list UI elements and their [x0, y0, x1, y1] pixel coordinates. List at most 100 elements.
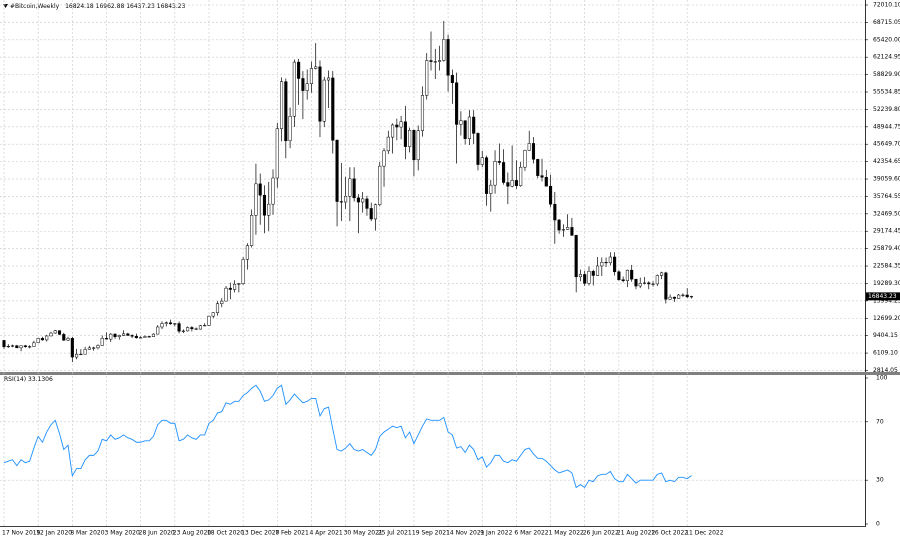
candle-body: [262, 194, 267, 216]
candle-body: [369, 208, 373, 220]
candle-body: [638, 283, 642, 287]
candle-body: [143, 336, 147, 338]
candle-body: [429, 60, 433, 62]
y-tick-label: 35764.55: [873, 193, 900, 200]
candle-body: [198, 325, 202, 330]
x-tick-label: 16 Oct 2022: [651, 530, 688, 537]
y-tick-label: 15994.25: [873, 297, 900, 304]
candle-body: [66, 338, 70, 341]
candle-body: [476, 133, 480, 165]
candle-body: [672, 296, 676, 299]
candle-body: [514, 180, 518, 186]
candle-body: [220, 300, 224, 304]
candle-body: [92, 347, 96, 349]
candle-body: [399, 121, 403, 128]
candle-body: [591, 271, 595, 276]
candle-body: [258, 183, 262, 196]
y-tick-label: 6109.10: [873, 350, 898, 357]
y-tick-label: 48944.75: [873, 123, 900, 130]
candle-body: [62, 334, 66, 341]
candle-body: [250, 215, 254, 246]
candle-body: [6, 346, 10, 348]
candle-body: [53, 330, 57, 334]
candle-body: [437, 60, 442, 62]
candle-body: [630, 269, 634, 280]
x-tick-label: 14 Nov 2021: [446, 530, 485, 537]
x-tick-label: 11 Dec 2022: [685, 530, 724, 537]
candle-body: [284, 81, 288, 142]
candle-body: [79, 353, 83, 356]
candle-body: [489, 184, 493, 194]
y-tick-label: 19289.30: [873, 280, 900, 287]
candle-body: [647, 282, 651, 285]
candle-body: [642, 282, 647, 284]
candle-body: [574, 235, 578, 278]
candle-body: [348, 178, 352, 197]
candle-body: [510, 180, 514, 187]
x-tick-label: 25 Jul 2021: [378, 530, 412, 537]
indicator-title: RSI(14): [4, 376, 26, 383]
candle-body: [331, 77, 335, 141]
candle-body: [531, 143, 536, 160]
candle-body: [472, 116, 476, 134]
y-tick-label: 9404.15: [873, 332, 898, 339]
candle-body: [267, 203, 271, 216]
candle-body: [139, 337, 143, 339]
y-tick-label: 65420.00: [873, 36, 900, 43]
candle-body: [544, 176, 548, 187]
candle-body: [87, 347, 91, 350]
candle-body: [634, 278, 638, 287]
candle-body: [617, 271, 621, 280]
x-tick-label: 26 Jun 2022: [583, 530, 619, 537]
candle-body: [352, 178, 356, 199]
candle-body: [455, 82, 459, 125]
indicator-header: RSI(14) 33.1306: [4, 376, 53, 383]
y-tick-label: 25879.40: [873, 245, 900, 252]
candle-body: [10, 345, 15, 347]
candle-body: [689, 296, 694, 298]
candle-body: [553, 203, 557, 221]
indicator-value: 33.1306: [28, 376, 53, 383]
candle-body: [442, 39, 446, 61]
candle-body: [361, 198, 365, 203]
candle-body: [309, 68, 313, 85]
candle-body: [425, 60, 429, 96]
candle-body: [506, 182, 510, 187]
x-tick-label: 19 Sep 2021: [412, 530, 450, 537]
candle-body: [416, 130, 420, 161]
candle-body: [164, 322, 168, 324]
candle-body: [318, 66, 322, 122]
candle-body: [215, 303, 220, 313]
candle-body: [621, 279, 625, 282]
candle-body: [608, 256, 612, 264]
candle-body: [583, 274, 587, 284]
candle-body: [326, 77, 331, 81]
candle-body: [566, 227, 570, 230]
candle-body: [207, 315, 211, 326]
rsi-tick-label: 30: [876, 477, 884, 484]
candle-body: [322, 79, 326, 122]
candle-body: [497, 161, 501, 163]
candle-body: [96, 345, 100, 349]
candle-body: [587, 271, 591, 284]
x-tick-label: 30 May 2021: [344, 530, 383, 537]
candle-body: [540, 175, 544, 178]
candle-body: [45, 335, 49, 341]
x-tick-label: 12 Jan 2020: [36, 530, 72, 537]
y-tick-label: 29174.45: [873, 228, 900, 235]
candle-body: [403, 121, 407, 147]
x-tick-label: 17 Nov 2019: [2, 530, 41, 537]
candle-body: [480, 157, 484, 165]
candle-body: [36, 338, 40, 344]
candle-body: [664, 272, 668, 300]
x-tick-label: 3 May 2020: [104, 530, 139, 537]
candle-body: [570, 227, 574, 236]
candle-body: [463, 120, 467, 139]
price-label-box: [866, 292, 900, 301]
x-tick-label: 13 Dec 2020: [241, 530, 280, 537]
candle-body: [271, 177, 275, 205]
candle-body: [28, 346, 32, 348]
candle-body: [104, 338, 109, 340]
x-tick-label: 23 Aug 2020: [173, 530, 212, 537]
